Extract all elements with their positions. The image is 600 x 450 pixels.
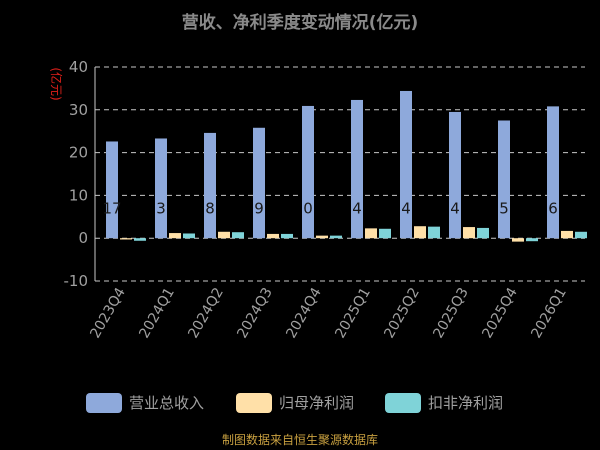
- x-tick-label: 2025Q1: [332, 285, 374, 341]
- legend-item: 营业总收入: [86, 393, 204, 413]
- data-label: 6: [548, 199, 558, 217]
- bar-net-profit: [463, 227, 475, 239]
- data-label: 8: [205, 199, 215, 217]
- x-tick-label: 2024Q2: [185, 285, 227, 341]
- chart-title: 营收、净利季度变动情况(亿元): [182, 12, 419, 33]
- bar-revenue: [155, 138, 167, 239]
- bar-deducted-profit: [232, 232, 244, 239]
- y-tick-label: 10: [69, 186, 88, 204]
- bar-net-profit: [365, 228, 377, 239]
- bar-deducted-profit: [330, 235, 342, 239]
- y-tick-label: -10: [64, 272, 89, 290]
- bar-revenue: [547, 106, 559, 239]
- data-label: 5: [499, 199, 509, 217]
- data-label: 4: [352, 199, 362, 217]
- bar-revenue: [351, 99, 363, 239]
- bar-net-profit: [561, 230, 573, 239]
- bar-revenue: [253, 127, 265, 239]
- bar-deducted-profit: [183, 233, 195, 239]
- data-label-layer: 17 3 8 9 0 4 4 4 5 6: [102, 199, 557, 217]
- source-note: 制图数据来自恒生聚源数据库: [222, 432, 378, 447]
- legend-item: 归母净利润: [236, 393, 354, 413]
- legend-swatch: [236, 393, 272, 413]
- legend-swatch: [86, 393, 122, 413]
- x-tick-label: 2024Q3: [234, 285, 276, 341]
- data-label: 4: [450, 199, 460, 217]
- y-tick-label: 40: [69, 58, 88, 76]
- y-axis-label: (亿元): [49, 67, 64, 100]
- bar-net-profit: [218, 231, 230, 239]
- x-tick-label: 2024Q1: [136, 285, 178, 341]
- bar-net-profit: [120, 238, 132, 240]
- bar-revenue: [302, 105, 314, 239]
- bar-revenue: [106, 141, 118, 239]
- x-tick-label: 2026Q1: [528, 285, 570, 341]
- y-tick-label: 30: [69, 101, 88, 119]
- bar-net-profit: [169, 233, 181, 239]
- legend-item: 扣非净利润: [385, 393, 503, 413]
- legend: 营业总收入 归母净利润 扣非净利润: [86, 393, 503, 413]
- bar-deducted-profit: [134, 238, 146, 241]
- bar-revenue: [498, 120, 510, 239]
- bar-net-profit: [512, 238, 524, 242]
- bar-net-profit: [267, 233, 279, 239]
- bar-deducted-profit: [477, 227, 489, 239]
- x-tick-label: 2024Q4: [283, 285, 325, 341]
- x-tick-label: 2025Q4: [479, 285, 521, 341]
- bar-net-profit: [316, 235, 328, 239]
- data-label: 0: [303, 199, 313, 217]
- x-tick-label: 2023Q4: [87, 285, 129, 341]
- data-label: 17: [102, 199, 121, 217]
- bar-net-profit: [414, 226, 426, 239]
- legend-swatch: [385, 393, 421, 413]
- legend-label: 营业总收入: [129, 394, 204, 412]
- bar-layer: [106, 90, 587, 242]
- legend-label: 归母净利润: [279, 394, 354, 412]
- y-tick-label: 0: [78, 229, 88, 247]
- bar-deducted-profit: [575, 231, 587, 239]
- bar-deducted-profit: [379, 228, 391, 239]
- x-tick-label: 2025Q2: [381, 285, 423, 341]
- bar-deducted-profit: [428, 226, 440, 239]
- bar-deducted-profit: [281, 233, 293, 239]
- bar-deducted-profit: [526, 238, 538, 242]
- bar-revenue: [400, 90, 412, 239]
- legend-label: 扣非净利润: [428, 394, 503, 412]
- data-label: 4: [401, 199, 411, 217]
- y-tick-label: 20: [69, 144, 88, 162]
- bar-revenue: [449, 111, 461, 239]
- x-tick-layer: 2023Q4 2024Q1 2024Q2 2024Q3 2024Q4 2025Q1 2025…: [87, 285, 570, 341]
- data-label: 3: [156, 199, 166, 217]
- data-label: 9: [254, 199, 264, 217]
- x-tick-label: 2025Q3: [430, 285, 472, 341]
- bar-revenue: [204, 132, 216, 239]
